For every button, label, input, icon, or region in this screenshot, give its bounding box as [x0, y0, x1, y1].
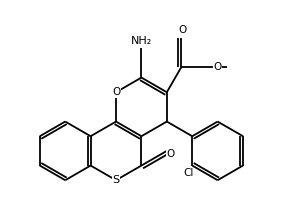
- Text: O: O: [166, 149, 175, 159]
- Text: Cl: Cl: [183, 168, 194, 178]
- Text: O: O: [178, 25, 186, 35]
- Text: S: S: [113, 175, 120, 185]
- Text: O: O: [112, 87, 120, 97]
- Text: O: O: [214, 62, 222, 72]
- Text: NH₂: NH₂: [131, 36, 152, 46]
